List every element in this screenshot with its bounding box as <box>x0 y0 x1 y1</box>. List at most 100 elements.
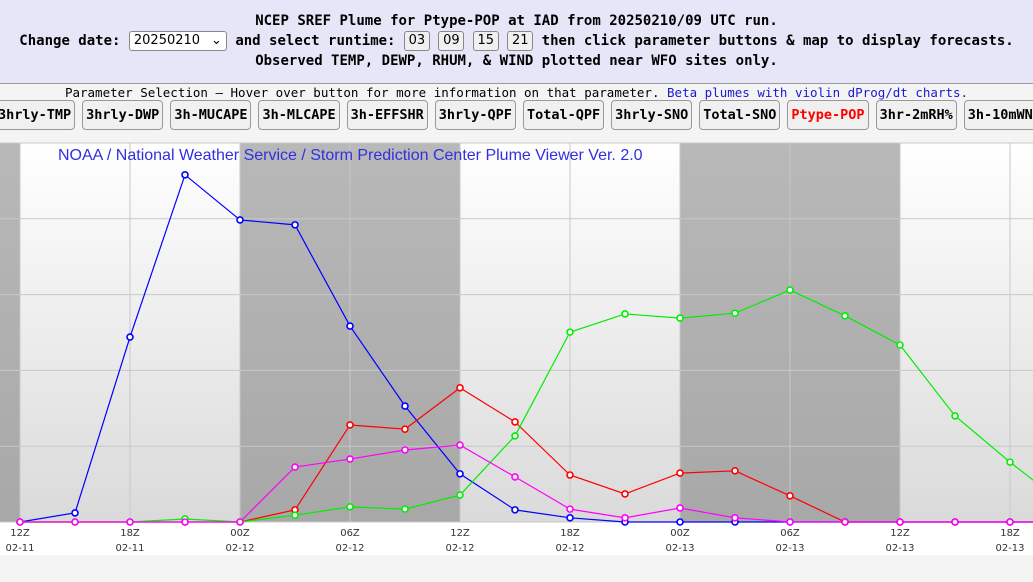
night-shade <box>0 143 20 522</box>
instructions: then click parameter buttons & map to di… <box>541 33 1014 49</box>
data-point <box>841 312 849 320</box>
data-point <box>786 286 794 294</box>
x-tick-date: 02-12 <box>225 543 254 554</box>
data-point <box>126 333 134 341</box>
parameter-button[interactable]: 3hrly-TMP <box>0 100 76 130</box>
data-point <box>346 322 354 330</box>
data-point <box>511 432 519 440</box>
parameter-button[interactable]: 3hrly-DWP <box>82 100 164 130</box>
parameter-buttons: 3hrly-TMP 3hrly-DWP 3h-MUCAPE 3h-MLCAPE 3h-E… <box>0 100 1033 130</box>
chart-title: NOAA / National Weather Service / Storm … <box>58 147 643 164</box>
data-point <box>236 518 244 526</box>
parameter-button[interactable]: 3h-MLCAPE <box>258 100 340 130</box>
x-tick-date: 02-13 <box>995 543 1024 554</box>
parameter-button[interactable]: Total-SNO <box>699 100 781 130</box>
data-point <box>951 412 959 420</box>
parameter-button[interactable]: 3h-EFFSHR <box>346 100 428 130</box>
data-point <box>291 221 299 229</box>
runtime-button[interactable]: 09 <box>438 31 465 51</box>
data-point <box>401 446 409 454</box>
data-point <box>731 514 739 522</box>
x-tick-date: 02-12 <box>445 543 474 554</box>
data-point <box>841 518 849 526</box>
data-point <box>676 504 684 512</box>
data-point <box>676 469 684 477</box>
data-point <box>401 505 409 513</box>
data-point <box>456 441 464 449</box>
data-point <box>291 463 299 471</box>
parameter-button[interactable]: 3h-MUCAPE <box>170 100 252 130</box>
data-point <box>401 402 409 410</box>
runtime-button[interactable]: 21 <box>507 31 534 51</box>
x-tick-date: 02-13 <box>885 543 914 554</box>
data-point <box>181 518 189 526</box>
x-tick-date: 02-13 <box>775 543 804 554</box>
data-point <box>896 341 904 349</box>
header-title: NCEP SREF Plume for Ptype-POP at IAD fro… <box>255 13 778 29</box>
data-point <box>511 473 519 481</box>
x-tick-label: 06Z <box>780 528 800 539</box>
x-tick-label: 18Z <box>1000 528 1020 539</box>
data-point <box>456 470 464 478</box>
data-point <box>621 310 629 318</box>
parameter-button[interactable]: 3h-10mWND <box>963 100 1033 130</box>
data-point <box>456 384 464 392</box>
x-tick-label: 18Z <box>120 528 140 539</box>
data-point <box>566 505 574 513</box>
data-point <box>346 503 354 511</box>
parameter-button[interactable]: 3hrly-SNO <box>611 100 693 130</box>
beta-link[interactable]: Beta plumes with violin dProg/dt charts. <box>667 85 969 100</box>
x-tick-label: 00Z <box>670 528 690 539</box>
data-point <box>456 491 464 499</box>
runtime-label: and select runtime: <box>235 33 396 49</box>
data-point <box>236 216 244 224</box>
data-point <box>1006 458 1014 466</box>
parameter-button[interactable]: Total-QPF <box>522 100 605 130</box>
grid <box>0 142 1033 523</box>
chart: NOAA / National Weather Service / Storm … <box>0 142 1033 555</box>
data-point <box>621 514 629 522</box>
data-point <box>126 518 134 526</box>
parameter-button[interactable]: 3hr-2mRH% <box>875 100 957 130</box>
series-line <box>20 289 1033 523</box>
data-point <box>896 518 904 526</box>
data-point <box>511 506 519 514</box>
parameter-bar: Parameter Selection – Hover over button … <box>0 85 1033 101</box>
runtime-buttons: 03 09 15 21 <box>403 31 542 51</box>
controls-row: Change date: 20250210 ⌄ and select runtim… <box>0 31 1033 51</box>
date-select[interactable]: 20250210 ⌄ <box>128 31 227 51</box>
x-tick-date: 02-12 <box>335 543 364 554</box>
data-point <box>676 518 684 526</box>
x-tick-date: 02-11 <box>115 543 144 554</box>
data-point <box>786 492 794 500</box>
parameter-button[interactable]: 3hrly-QPF <box>434 100 516 130</box>
runtime-button[interactable]: 03 <box>403 31 430 51</box>
data-point <box>566 328 574 336</box>
data-point <box>566 514 574 522</box>
runtime-button[interactable]: 15 <box>472 31 499 51</box>
data-point <box>346 455 354 463</box>
data-point <box>181 171 189 179</box>
x-tick-date: 02-12 <box>555 543 584 554</box>
data-point <box>71 518 79 526</box>
x-tick-label: 18Z <box>560 528 580 539</box>
data-point <box>511 418 519 426</box>
data-point <box>731 467 739 475</box>
plot-area <box>16 171 1033 526</box>
data-point <box>566 471 574 479</box>
x-tick-label: 12Z <box>890 528 910 539</box>
parameter-button[interactable]: Ptype-POP <box>787 100 869 130</box>
data-point <box>951 518 959 526</box>
change-date-label: Change date: <box>19 33 121 49</box>
x-tick-date: 02-11 <box>5 543 34 554</box>
series-line <box>20 444 1033 523</box>
data-point <box>1006 518 1014 526</box>
header: NCEP SREF Plume for Ptype-POP at IAD fro… <box>0 0 1033 84</box>
note: Observed TEMP, DEWP, RHUM, & WIND plotte… <box>255 53 778 69</box>
dropdown-arrow: ⌄ <box>210 33 222 48</box>
data-point <box>346 421 354 429</box>
x-tick-label: 12Z <box>10 528 30 539</box>
date-value: 20250210 <box>133 33 201 48</box>
